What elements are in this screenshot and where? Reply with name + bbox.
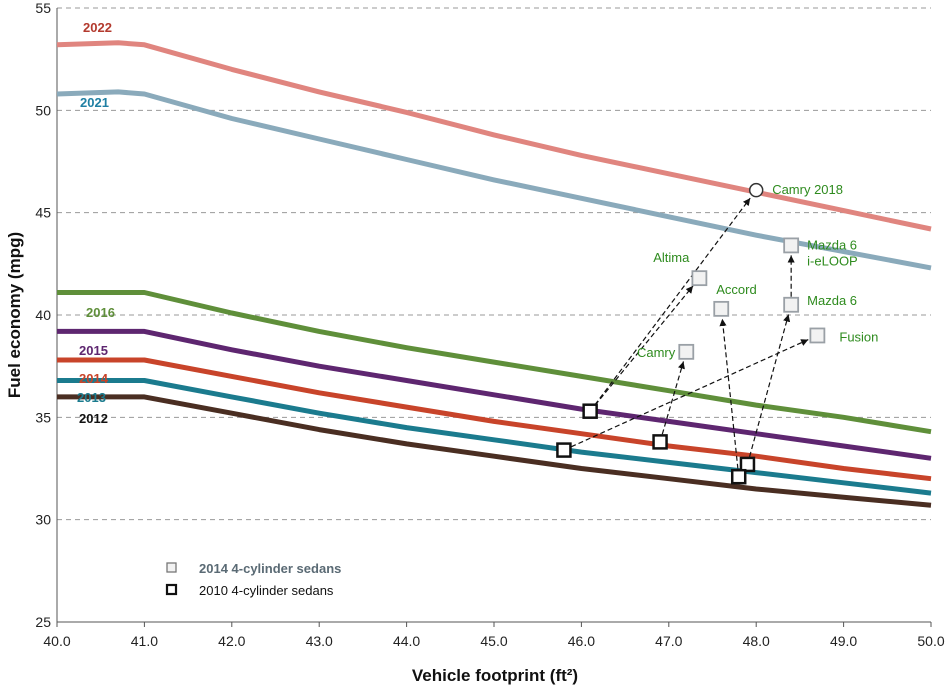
vehicle-2014-marker: [691, 270, 708, 287]
improvement-arrow: [661, 361, 685, 435]
x-tick-label: 40.0: [43, 633, 70, 649]
x-tick-label: 50.0: [917, 633, 944, 649]
vehicle-2014-marker: [713, 300, 730, 317]
standard-label-2022: 2022: [83, 20, 112, 35]
legend-swatch-2010: [165, 583, 178, 596]
vehicle-2010-marker: [582, 403, 598, 419]
x-tick-label: 45.0: [480, 633, 507, 649]
vehicle-2010-marker: [739, 456, 756, 473]
vehicle-label-line: i-eLOOP: [807, 253, 858, 268]
standard-line-2022: [56, 40, 932, 232]
standard-line-2015: [57, 328, 932, 461]
standard-line-2014: [57, 357, 932, 482]
axes: 25 30 35 40 45 50 55 40.0 41.0 42.0 43.0 44.0 45.0 46…: [35, 0, 944, 649]
x-tick-label: 48.0: [743, 633, 770, 649]
gridlines: [57, 7, 931, 521]
vehicle-markers: [556, 182, 826, 485]
vehicle-label-line: Fusion: [839, 329, 878, 344]
standard-label-2021: 2021: [80, 95, 109, 110]
x-tick-label: 42.0: [218, 633, 245, 649]
x-tick-label: 41.0: [131, 633, 158, 649]
standard-lines: [56, 40, 932, 508]
y-tick-label: 25: [35, 614, 51, 630]
improvement-arrow: [748, 314, 791, 457]
improvement-arrow: [594, 285, 694, 406]
vehicle-label-line: Mazda 6: [807, 293, 857, 308]
improvement-arrow: [719, 318, 739, 469]
standard-line-2021: [56, 89, 932, 271]
improvement-arrows: [570, 197, 809, 469]
y-tick-label: 45: [35, 205, 51, 221]
vehicle-label: Altima: [653, 250, 690, 265]
x-axis-title: Vehicle footprint (ft²): [412, 666, 578, 685]
vehicle-label: Mazda 6: [807, 293, 857, 308]
vehicle-2014-marker: [678, 343, 695, 360]
standard-label-2012: 2012: [79, 411, 108, 426]
vehicle-2010-marker: [652, 434, 668, 450]
standard-label-2013: 2013: [77, 390, 106, 405]
vehicle-label: Accord: [716, 282, 756, 297]
improvement-arrow: [594, 197, 751, 406]
legend-swatch-2014: [166, 562, 177, 573]
y-tick-label: 50: [35, 102, 51, 118]
y-tick-label: 35: [35, 409, 51, 425]
vehicle-2014-marker: [783, 296, 800, 313]
x-tick-label: 43.0: [306, 633, 333, 649]
vehicle-2010-marker: [730, 468, 747, 485]
y-axis-title: Fuel economy (mpg): [5, 232, 24, 398]
legend-label: 2014 4-cylinder sedans: [199, 561, 341, 576]
legend-label: 2010 4-cylinder sedans: [199, 583, 334, 598]
vehicle-label-line: Accord: [716, 282, 756, 297]
standard-line-2013: [57, 378, 932, 496]
improvement-arrow: [570, 339, 809, 448]
x-tick-label: 46.0: [568, 633, 595, 649]
vehicle-label-line: Mazda 6: [807, 237, 857, 252]
labels: 2022 2021 2016 2015 2014 2013 2012 Camry 2018 Ma…: [77, 20, 878, 426]
vehicle-label-line: Camry 2018: [772, 182, 843, 197]
vehicle-label: Camry: [637, 345, 676, 360]
vehicle-2014-marker: [783, 237, 800, 254]
standard-label-2015: 2015: [79, 343, 108, 358]
vehicle-2014-marker: [809, 327, 826, 344]
x-tick-label: 44.0: [393, 633, 420, 649]
vehicle-label: Camry 2018: [772, 182, 843, 197]
vehicle-label-line: Camry: [637, 345, 676, 360]
standard-label-2016: 2016: [86, 305, 115, 320]
vehicle-label: Fusion: [839, 329, 878, 344]
y-tick-label: 30: [35, 512, 51, 528]
y-tick-label: 40: [35, 307, 51, 323]
vehicle-label: Mazda 6 i-eLOOP: [807, 237, 858, 268]
vehicle-label-line: Altima: [653, 250, 690, 265]
legend: 2014 4-cylinder sedans 2010 4-cylinder se…: [165, 561, 341, 598]
standard-line-2012: [57, 394, 932, 508]
standard-line-2016: [57, 290, 932, 435]
standard-label-2014: 2014: [79, 371, 109, 386]
x-tick-label: 49.0: [830, 633, 857, 649]
y-tick-label: 55: [35, 0, 51, 16]
vehicle-2010-marker: [556, 442, 572, 458]
vehicle-2014-marker: [748, 182, 764, 198]
x-tick-label: 47.0: [655, 633, 682, 649]
